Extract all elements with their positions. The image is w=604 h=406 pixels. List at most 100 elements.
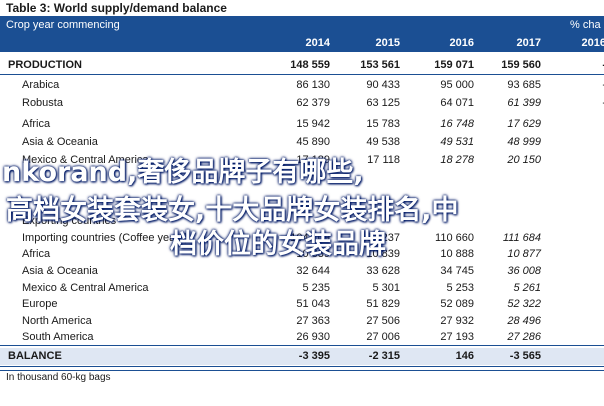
table-row: Robusta 62 379 63 125 64 071 61 399 - bbox=[0, 95, 604, 112]
row-label: Importing countries (Coffee years) bbox=[22, 232, 189, 244]
row-value: 153 561 bbox=[360, 59, 400, 71]
table-row: Africa 15 942 15 783 16 748 17 629 bbox=[0, 116, 604, 133]
row-value: 27 363 bbox=[296, 315, 330, 327]
table-title: Table 3: World supply/demand balance bbox=[6, 1, 227, 15]
row-label: Europe bbox=[22, 298, 58, 310]
row-value: 62 379 bbox=[296, 97, 330, 109]
table-total-row: BALANCE -3 395 -2 315 146 -3 565 bbox=[0, 348, 604, 365]
row-value: 5 235 bbox=[302, 282, 330, 294]
row-value: 86 130 bbox=[296, 79, 330, 91]
row-label: Asia & Oceania bbox=[22, 136, 98, 148]
table-row: South America 26 930 27 006 27 193 27 286 bbox=[0, 329, 604, 346]
row-value: 52 089 bbox=[440, 298, 474, 310]
row-value: 49 538 bbox=[366, 136, 400, 148]
header-year-2015: 2015 bbox=[375, 37, 400, 49]
row-value: 45 890 bbox=[296, 136, 330, 148]
table-row: Asia & Oceania 32 644 33 628 34 745 36 008 bbox=[0, 263, 604, 280]
table-header: Crop year commencing % cha 2014 2015 201… bbox=[0, 16, 604, 52]
row-value: 36 008 bbox=[507, 265, 541, 277]
table-row: Mexico & Central America 17 189 17 118 18 2… bbox=[0, 152, 604, 169]
row-separator bbox=[0, 74, 604, 75]
row-separator bbox=[0, 366, 604, 367]
row-label: South America bbox=[22, 331, 94, 343]
row-value: 28 496 bbox=[507, 315, 541, 327]
header-label: Crop year commencing bbox=[6, 19, 120, 31]
row-value: 146 bbox=[455, 350, 474, 362]
row-value: -2 315 bbox=[368, 350, 400, 362]
row-value: - bbox=[560, 97, 604, 109]
header-year-2017: 2017 bbox=[516, 37, 541, 49]
row-label: Africa bbox=[22, 118, 51, 130]
row-value: 33 628 bbox=[366, 265, 400, 277]
row-value: 17 118 bbox=[367, 154, 400, 166]
row-label: North America bbox=[22, 315, 92, 327]
row-separator bbox=[0, 345, 604, 346]
row-value: 10 888 bbox=[440, 248, 474, 260]
table-bottom-rule bbox=[0, 370, 604, 371]
row-value: 27 006 bbox=[366, 331, 400, 343]
row-value: -3 395 bbox=[298, 350, 330, 362]
row-label: Asia & Oceania bbox=[22, 265, 98, 277]
row-value: 17 189 bbox=[296, 154, 330, 166]
table-row: Europe 51 043 51 829 52 089 52 322 bbox=[0, 296, 604, 313]
row-label: Mexico & Central America bbox=[22, 154, 149, 166]
row-label: BALANCE bbox=[8, 350, 62, 362]
row-value: 108 237 bbox=[360, 232, 400, 244]
row-value: 93 685 bbox=[507, 79, 541, 91]
row-value: 32 644 bbox=[296, 265, 330, 277]
row-value: 95 000 bbox=[440, 79, 474, 91]
row-label: Exporting countries bbox=[22, 215, 117, 227]
row-value: 27 506 bbox=[366, 315, 400, 327]
row-value: 26 930 bbox=[296, 331, 330, 343]
row-value: 5 301 bbox=[372, 282, 400, 294]
row-value: -3 565 bbox=[509, 350, 541, 362]
row-value: 148 559 bbox=[290, 59, 330, 71]
row-value: 111 684 bbox=[502, 232, 541, 244]
table-row: Mexico & Central America 5 235 5 301 5 253 5… bbox=[0, 280, 604, 297]
row-value: 61 399 bbox=[507, 97, 541, 109]
table-row: Importing countries (Coffee years) 104 10… bbox=[0, 230, 604, 247]
row-value: 10 839 bbox=[366, 248, 400, 260]
header-year-2016: 2016 bbox=[449, 37, 474, 49]
table-footer-note: In thousand 60-kg bags bbox=[6, 372, 111, 383]
row-value: 63 125 bbox=[366, 97, 400, 109]
header-year-2014: 2014 bbox=[305, 37, 330, 49]
row-value: 10 877 bbox=[507, 248, 541, 260]
table-row: Africa 10 839 10 839 10 888 10 877 bbox=[0, 246, 604, 263]
row-label: Robusta bbox=[22, 97, 63, 109]
row-value: 27 286 bbox=[507, 331, 541, 343]
row-value: 104 109 bbox=[290, 232, 330, 244]
row-value: 51 829 bbox=[366, 298, 400, 310]
row-value: 159 071 bbox=[434, 59, 474, 71]
row-label: Africa bbox=[22, 248, 51, 260]
table-row: North America 27 363 27 506 27 932 28 496 bbox=[0, 313, 604, 330]
row-value: 110 660 bbox=[435, 232, 474, 244]
row-value: 34 745 bbox=[440, 265, 474, 277]
row-value: 17 629 bbox=[507, 118, 541, 130]
row-value: 15 783 bbox=[366, 118, 400, 130]
table-row: Arabica 86 130 90 433 95 000 93 685 - bbox=[0, 77, 604, 94]
row-value: 16 748 bbox=[440, 118, 474, 130]
row-value: - bbox=[560, 79, 604, 91]
row-value: 159 560 bbox=[501, 59, 541, 71]
row-label: PRODUCTION bbox=[8, 59, 82, 71]
row-label: Mexico & Central America bbox=[22, 282, 149, 294]
row-value: 27 932 bbox=[440, 315, 474, 327]
header-percent-change: % cha bbox=[570, 19, 601, 31]
row-value: 27 193 bbox=[440, 331, 474, 343]
row-value: 5 253 bbox=[446, 282, 474, 294]
table-row: Asia & Oceania 45 890 49 538 49 531 48 999 bbox=[0, 134, 604, 151]
row-value: 51 043 bbox=[296, 298, 330, 310]
row-value: 52 322 bbox=[507, 298, 541, 310]
table-title-bar: Table 3: World supply/demand balance bbox=[0, 0, 604, 16]
header-year-pct: 2016 bbox=[581, 37, 604, 49]
row-value: 90 433 bbox=[366, 79, 400, 91]
row-label: Arabica bbox=[22, 79, 60, 91]
row-value: 10 839 bbox=[296, 248, 330, 260]
row-value: - bbox=[560, 59, 604, 71]
row-value: 15 942 bbox=[296, 118, 330, 130]
row-value: 49 531 bbox=[440, 136, 474, 148]
row-value: 20 150 bbox=[507, 154, 541, 166]
table-section-row: PRODUCTION 148 559 153 561 159 071 159 560 - bbox=[0, 57, 604, 74]
row-value: 48 999 bbox=[507, 136, 541, 148]
